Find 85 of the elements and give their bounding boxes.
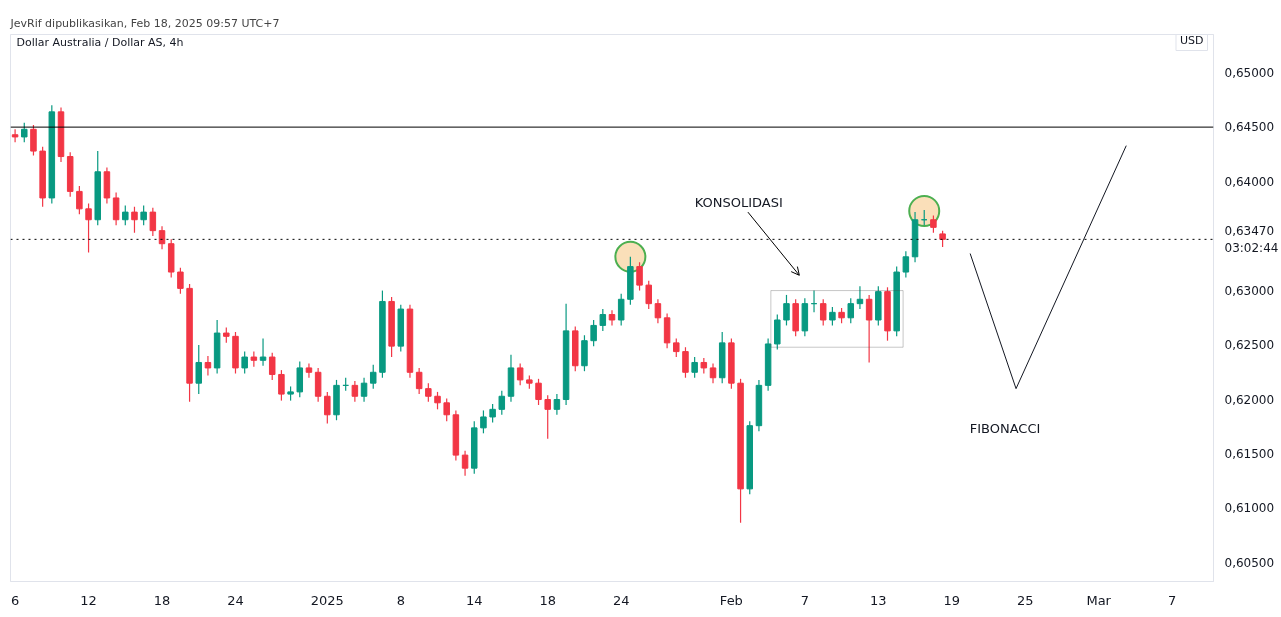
candlestick <box>241 350 248 374</box>
candlestick <box>489 403 496 424</box>
y-axis-title: USD <box>1180 33 1204 47</box>
candlestick <box>590 319 597 347</box>
candlestick <box>85 202 92 254</box>
candlestick <box>709 362 717 384</box>
candlestick <box>259 337 267 367</box>
candlestick <box>902 250 910 279</box>
x-tick-label: 19 <box>943 592 961 608</box>
candlestick <box>131 206 138 234</box>
candlestick <box>819 298 827 327</box>
y-tick-label: 0,63000 <box>1224 283 1275 298</box>
annotation: KONSOLIDASI <box>694 194 783 210</box>
x-tick-label: 13 <box>870 592 887 608</box>
candlestick <box>305 362 313 379</box>
y-tick-label: 0,64000 <box>1224 174 1275 189</box>
candlestick <box>774 313 781 351</box>
candlestick <box>314 367 322 403</box>
candlestick <box>278 369 285 402</box>
candlestick <box>195 344 203 395</box>
candlestick <box>21 122 28 143</box>
candlestick <box>865 294 873 364</box>
candlestick <box>691 356 698 379</box>
candlestick <box>369 364 377 390</box>
candlestick <box>296 360 304 398</box>
x-tick-label: 6 <box>10 592 20 608</box>
y-tick-label: 0,62000 <box>1224 392 1275 407</box>
candlestick <box>425 382 432 403</box>
candlestick <box>682 346 689 379</box>
candlestick <box>654 298 662 324</box>
candlestick <box>112 191 120 226</box>
y-tick-label: 0,62500 <box>1224 338 1275 353</box>
y-tick-label: 0,61500 <box>1224 447 1275 462</box>
candlestick <box>30 124 37 157</box>
y-tick-label: 0,65000 <box>1224 65 1275 80</box>
candlestick <box>324 391 331 425</box>
x-tick-label: 25 <box>1016 592 1034 608</box>
candlestick <box>847 297 855 324</box>
candlestick <box>351 380 359 403</box>
x-tick-label: 18 <box>153 592 171 608</box>
x-tick-label: 18 <box>539 592 556 608</box>
x-tick-label: Mar <box>1086 592 1112 608</box>
candlestick <box>617 293 625 327</box>
candlestick <box>360 377 368 403</box>
candlestick <box>544 394 551 440</box>
x-tick-label: 24 <box>612 592 630 608</box>
candlestick <box>149 207 157 237</box>
candlestick <box>140 204 147 226</box>
annotation: FIBONACCI <box>969 421 1041 437</box>
candlestick <box>516 362 524 386</box>
candlestick <box>122 204 129 226</box>
candlestick <box>498 390 506 416</box>
candlestick <box>636 261 643 292</box>
candlestick <box>673 337 680 358</box>
candlestick <box>204 355 212 377</box>
x-tick-label: 7 <box>800 592 809 608</box>
candlestick <box>535 378 542 406</box>
x-tick-label: 14 <box>465 592 483 608</box>
x-tick-label: Feb <box>719 592 743 608</box>
candlestick <box>250 350 258 368</box>
x-tick-label: 2025 <box>310 592 344 608</box>
candlestick <box>829 306 836 327</box>
ref-line-label: 0,64500 <box>1224 120 1275 135</box>
candlestick <box>480 409 487 434</box>
x-tick-label: 7 <box>1168 592 1177 608</box>
candlestick <box>76 185 83 215</box>
chart-subtitle: Dollar Australia / Dollar AS, 4h <box>16 35 184 49</box>
candlestick <box>461 450 469 477</box>
x-tick-label: 24 <box>227 592 244 608</box>
y-tick-label: 0,60500 <box>1224 555 1275 570</box>
y-tick-label: 0,61000 <box>1224 501 1275 516</box>
candlestick <box>645 280 652 310</box>
candlestick <box>177 267 184 295</box>
candlestick <box>415 367 423 395</box>
candlestick <box>783 294 790 327</box>
x-tick-label: 12 <box>80 592 97 608</box>
chart-title: JevRif dipublikasikan, Feb 18, 2025 09:57 UTC+7 <box>9 16 280 30</box>
candlestick <box>599 308 607 332</box>
x-tick-label: 8 <box>396 592 405 608</box>
candlestick <box>11 128 19 143</box>
candlestick <box>158 225 166 250</box>
candlestick <box>443 397 450 422</box>
candlestick <box>553 393 561 416</box>
ref-line-label: 0,63470 03:02:44 <box>1224 223 1279 255</box>
candlestick <box>268 352 276 381</box>
